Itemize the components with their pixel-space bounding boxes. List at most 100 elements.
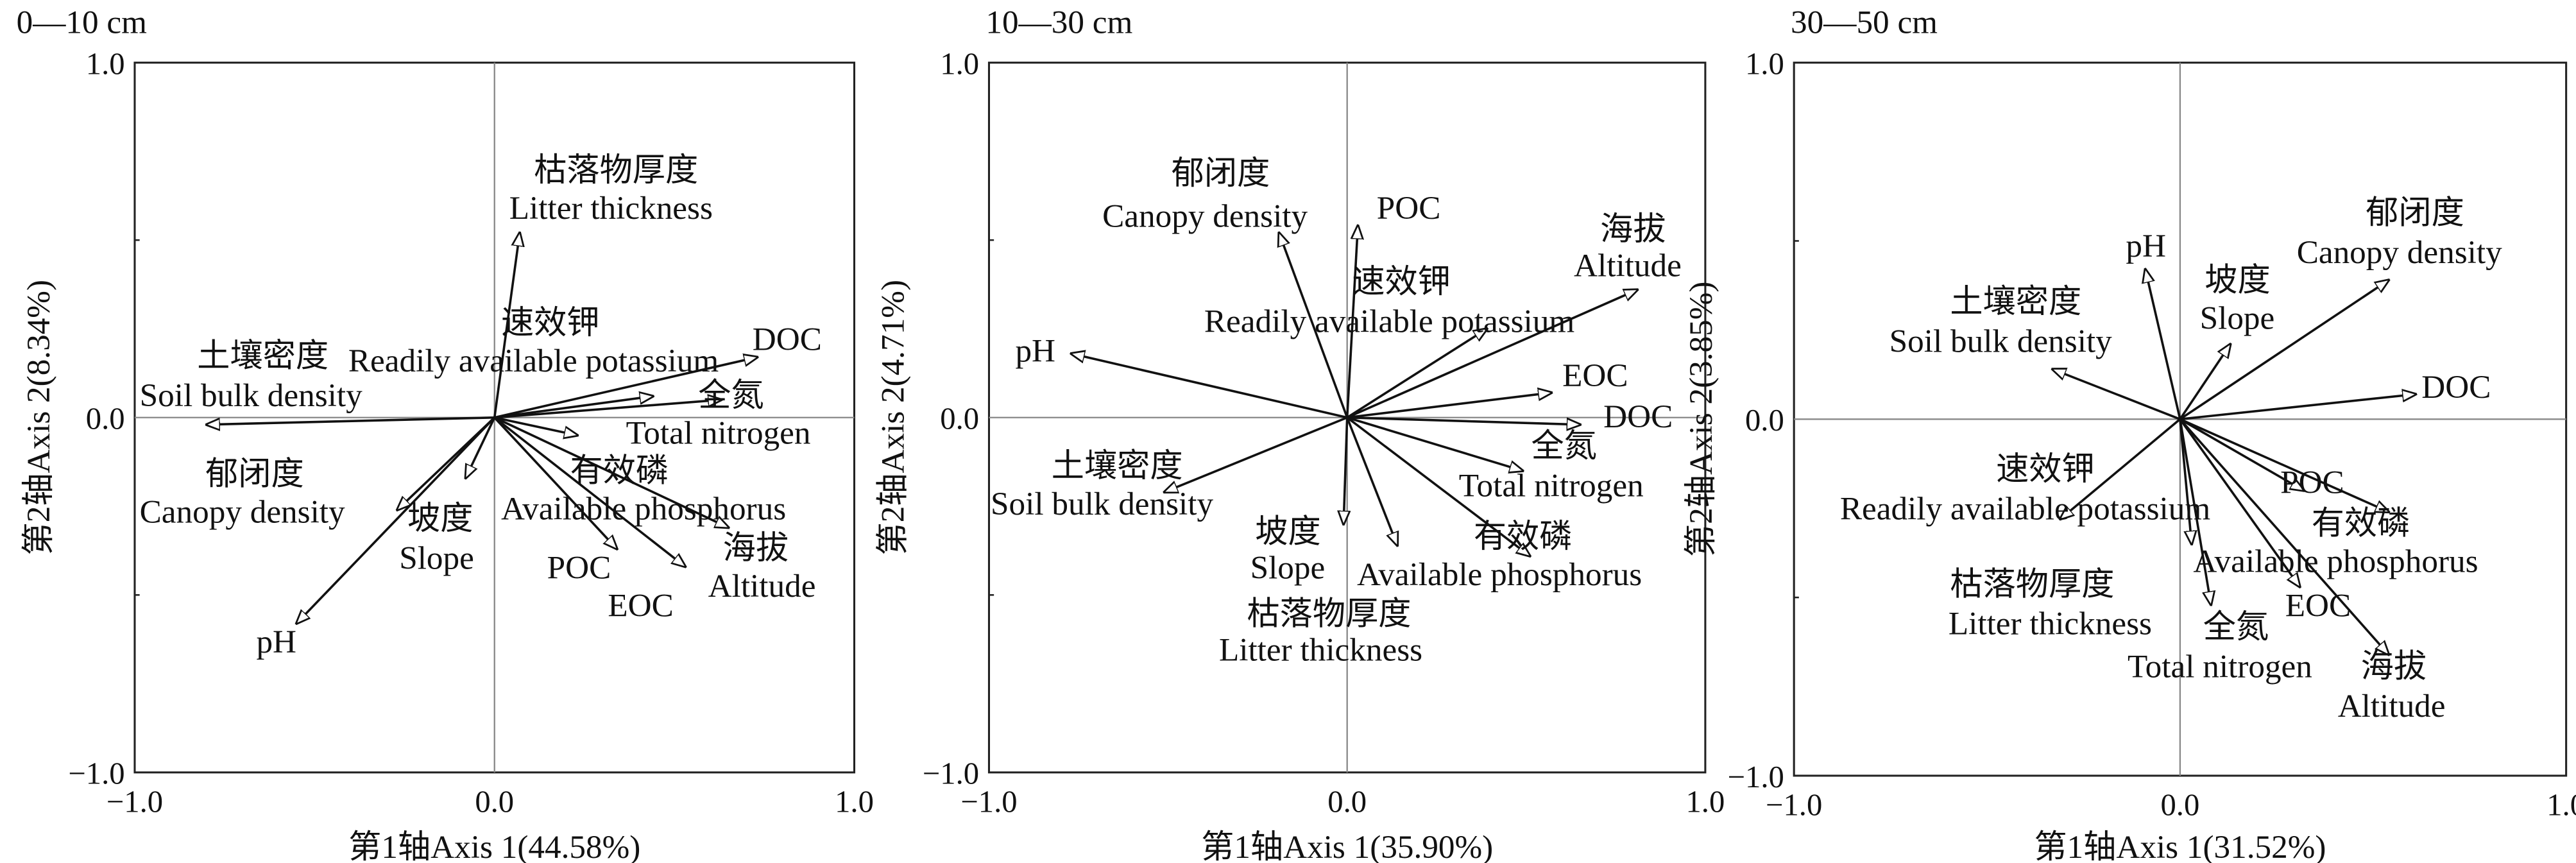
- y-tick-label: 1.0: [86, 47, 125, 81]
- y-tick-label: 0.0: [86, 402, 125, 436]
- vector-label-cn-rak: 速效钾: [1996, 451, 2095, 488]
- x-axis-label: 第1轴Axis 1(44.58%): [348, 829, 640, 863]
- vector-label-en-litter: Litter thickness: [1219, 632, 1422, 669]
- vector-label-en-tn: Total nitrogen: [626, 415, 811, 452]
- vector-label-cn-altitude: 海拔: [2361, 648, 2427, 685]
- vector-label-en-tn: Total nitrogen: [2128, 648, 2312, 685]
- vector-label-cn-ap: 有效磷: [1474, 518, 1573, 555]
- panel-title: 10—30 cm: [985, 4, 1132, 41]
- vector-label-en-ap: Available phosphorus: [2193, 543, 2478, 579]
- y-axis-label: 第2轴Axis 2(8.34%): [21, 280, 57, 556]
- vector-arrow-canopy: [1279, 233, 1349, 418]
- vector-arrow-eoc: [2179, 418, 2300, 586]
- vector-label-cn-litter: 枯落物厚度: [534, 152, 698, 189]
- vector-arrow-ph: [1071, 354, 1348, 419]
- x-tick-label: −1.0: [960, 784, 1017, 819]
- x-tick-label: −1.0: [107, 784, 163, 819]
- vector-label-cn-slope: 坡度: [2205, 262, 2270, 299]
- vector-label-en-poc: POC: [1377, 190, 1441, 226]
- x-axis-label: 第1轴Axis 1(35.90%): [1201, 829, 1493, 863]
- vector-arrow-poc: [493, 416, 617, 549]
- y-tick-label: −1.0: [923, 756, 979, 791]
- vector-arrow-rak: [2060, 418, 2181, 519]
- x-axis-label: 第1轴Axis 1(31.52%): [2034, 829, 2326, 863]
- vector-label-en-poc: POC: [2280, 465, 2344, 501]
- vector-label-en-rak: Readily available potassium: [1204, 303, 1574, 340]
- vector-label-cn-tn: 全氮: [2203, 609, 2269, 645]
- vector-label-cn-canopy: 郁闭度: [1172, 155, 1270, 192]
- vector-arrow-litter: [493, 233, 520, 418]
- y-tick-label: −1.0: [1728, 760, 1784, 794]
- vector-arrow-doc: [1347, 416, 1580, 425]
- vector-label-cn-altitude: 海拔: [723, 530, 789, 567]
- vector-label-en-canopy: Canopy density: [2297, 234, 2502, 271]
- vector-label-en-eoc: EOC: [2285, 588, 2351, 624]
- vector-label-cn-slope: 坡度: [407, 500, 473, 537]
- vector-arrow-slope: [2179, 345, 2230, 420]
- vector-label-cn-litter: 枯落物厚度: [1950, 566, 2114, 602]
- vector-label-en-litter: Litter thickness: [1949, 606, 2152, 642]
- vector-arrow-litter: [1346, 417, 1397, 545]
- vector-label-en-tn: Total nitrogen: [1459, 468, 1644, 504]
- vector-label-en-ap: Available phosphorus: [1357, 556, 1642, 593]
- vector-label-en-rak: Readily available potassium: [1840, 490, 2210, 527]
- vector-arrow-tn: [494, 400, 721, 419]
- vector-arrow-ap: [1346, 416, 1530, 556]
- vector-label-en-slope: Slope: [1250, 550, 1326, 586]
- vector-arrow-eoc: [493, 416, 685, 567]
- vector-arrow-litter: [2179, 419, 2192, 543]
- vector-label-cn-litter: 枯落物厚度: [1247, 595, 1411, 632]
- vector-label-cn-soil: 土壤密度: [197, 338, 328, 374]
- vector-label-en-soil: Soil bulk density: [991, 486, 1213, 522]
- vector-arrow-slope: [466, 416, 496, 478]
- vector-label-cn-slope: 坡度: [1255, 513, 1320, 550]
- vector-arrow-ap: [2179, 418, 2389, 511]
- vector-arrow-ph: [296, 416, 496, 624]
- vector-arrow-soil: [1164, 416, 1348, 492]
- panel-title: 30—50 cm: [1791, 4, 1938, 41]
- vector-arrow-tn: [2179, 419, 2211, 604]
- x-tick-label: 1.0: [1685, 784, 1725, 819]
- vector-label-en-ph: pH: [256, 624, 296, 660]
- vector-arrow-slope: [1343, 417, 1347, 524]
- vector-arrow-altitude: [2179, 418, 2389, 654]
- y-tick-label: 1.0: [1745, 47, 1784, 81]
- vector-arrow-poc: [1345, 226, 1358, 418]
- vector-arrow-tn: [1347, 416, 1523, 471]
- vector-label-en-poc: POC: [547, 550, 611, 586]
- vector-arrow-rak: [1346, 329, 1487, 419]
- vector-arrow-ph: [2145, 269, 2181, 420]
- vector-arrow-rak: [494, 397, 653, 419]
- x-tick-label: 0.0: [475, 784, 514, 819]
- y-axis-label: 第2轴Axis 2(3.85%): [1683, 282, 1719, 558]
- vector-label-en-eoc: EOC: [608, 588, 673, 624]
- vector-label-cn-ap: 有效磷: [570, 453, 669, 490]
- vector-label-en-altitude: Altitude: [2338, 688, 2446, 724]
- vector-label-en-ap: Available phosphorus: [501, 490, 786, 527]
- x-tick-label: 0.0: [1327, 784, 1367, 819]
- vector-label-cn-soil: 土壤密度: [1052, 448, 1183, 484]
- panel-title: 0—10 cm: [17, 4, 148, 41]
- vector-arrow-soil: [2052, 370, 2181, 420]
- vector-label-en-altitude: Altitude: [1574, 248, 1682, 284]
- vector-label-en-soil: Soil bulk density: [1889, 323, 2112, 359]
- vector-label-cn-altitude: 海拔: [1600, 211, 1666, 248]
- vector-label-cn-tn: 全氮: [698, 377, 763, 414]
- vector-arrow-doc: [2179, 394, 2416, 421]
- vector-label-en-canopy: Canopy density: [1102, 198, 1308, 235]
- vector-label-en-altitude: Altitude: [708, 568, 816, 604]
- vector-label-cn-tn: 全氮: [1531, 428, 1596, 465]
- panel-1: 0—10 cm 1.0 0.0 −1.0−1.0 0.0 1.0 第1轴Axis 1(44.…: [17, 4, 874, 863]
- vector-arrow-altitude: [493, 416, 728, 527]
- x-tick-label: 0.0: [2160, 787, 2199, 822]
- vector-arrow-poc: [2179, 418, 2304, 490]
- vector-label-en-doc: DOC: [1603, 398, 1673, 435]
- vector-label-cn-soil: 土壤密度: [1950, 284, 2081, 320]
- vector-label-cn-rak: 速效钾: [501, 305, 600, 341]
- vector-label-en-canopy: Canopy density: [140, 494, 345, 531]
- vector-arrow-canopy: [2179, 280, 2389, 420]
- vector-label-en-slope: Slope: [399, 540, 474, 576]
